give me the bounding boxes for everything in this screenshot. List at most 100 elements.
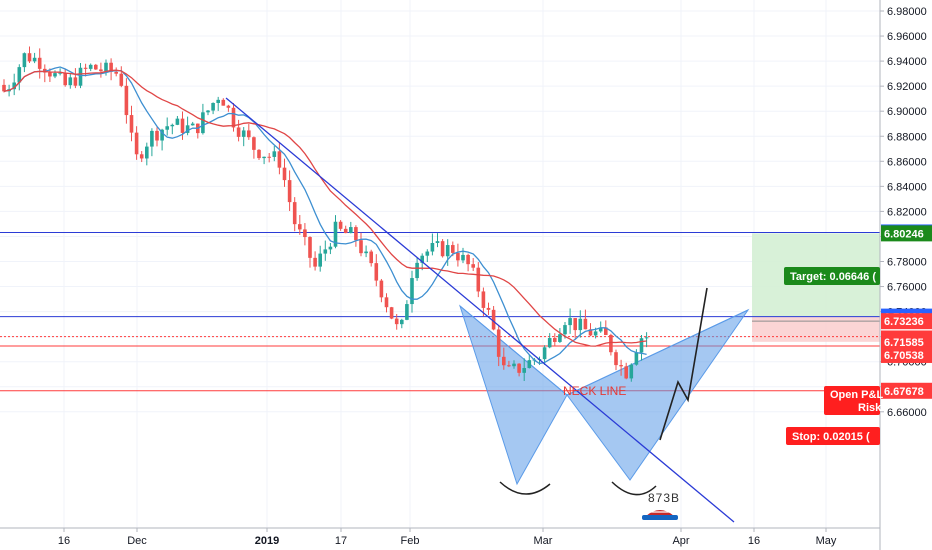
candle-body xyxy=(593,331,598,336)
price-tick-label: 6.96000 xyxy=(887,31,927,43)
price-tag-level xyxy=(881,346,932,363)
candle-body xyxy=(211,102,215,111)
candle-body xyxy=(206,110,210,113)
loss-zone xyxy=(752,316,880,342)
candle-body xyxy=(624,366,628,379)
candle-body xyxy=(134,132,139,155)
candle-body xyxy=(496,329,501,357)
candle-body xyxy=(27,53,32,62)
candle-body xyxy=(405,304,409,320)
candle-body xyxy=(578,318,583,331)
candle-body xyxy=(94,64,98,70)
candle-body xyxy=(507,365,511,367)
price-tick-label: 6.90000 xyxy=(887,106,927,118)
candle-body xyxy=(292,202,297,225)
candle-body xyxy=(12,82,16,90)
candle-body xyxy=(343,228,348,234)
candle-body xyxy=(440,241,445,257)
candle-body xyxy=(32,57,37,62)
price-tick-label: 6.92000 xyxy=(887,81,927,93)
candle-body xyxy=(425,251,430,256)
position-zones xyxy=(752,233,880,342)
candle-body xyxy=(476,267,481,292)
candle-body xyxy=(629,364,634,379)
candle-body xyxy=(517,363,521,373)
candle-body xyxy=(384,297,389,308)
logo-caption: 873B xyxy=(648,491,680,505)
price-tag-target xyxy=(881,225,932,242)
price-tick-label: 6.86000 xyxy=(887,156,927,168)
trend-drawings xyxy=(225,97,735,523)
candle-body xyxy=(22,53,27,68)
candle-body xyxy=(262,156,266,159)
moving-averages xyxy=(3,66,647,365)
candle-body xyxy=(221,99,226,106)
candle-body xyxy=(150,130,154,147)
price-tag-text-stop: 6.71585 xyxy=(884,337,924,349)
candle-body xyxy=(323,249,328,254)
open-pl-text: Open P&L xyxy=(830,389,883,401)
candle-body xyxy=(435,241,440,244)
candle-body xyxy=(129,115,134,133)
candle-body xyxy=(379,280,384,298)
chart-annotations: NECK LINE 873B xyxy=(563,384,680,520)
candle-body xyxy=(48,72,52,77)
candle-body xyxy=(553,338,557,342)
neck-line-label: NECK LINE xyxy=(563,384,626,398)
candle-body xyxy=(231,107,236,128)
price-axis[interactable]: 6.98000 6.96000 6.94000 6.92000 6.90000 6.880… xyxy=(879,0,932,550)
pattern-outline xyxy=(459,305,749,396)
candle-body xyxy=(190,123,195,126)
price-tag-text-entry: 6.73236 xyxy=(884,316,924,328)
price-tag-text-target: 6.80246 xyxy=(884,228,924,240)
time-tick-label: 2019 xyxy=(255,535,279,547)
time-tick-label: May xyxy=(816,535,837,547)
candle-body xyxy=(257,149,261,159)
candle-body xyxy=(349,227,353,234)
candle-body xyxy=(68,77,73,86)
candle-body xyxy=(78,67,83,86)
candle-body xyxy=(522,368,526,373)
candle-body xyxy=(241,130,246,137)
candle-body xyxy=(201,112,205,134)
candle-body xyxy=(165,126,169,130)
candle-body xyxy=(430,243,435,252)
candle-body xyxy=(287,180,292,203)
candle-body xyxy=(145,146,149,159)
candle-body xyxy=(598,327,603,332)
candle-body xyxy=(43,68,47,73)
candle-body xyxy=(451,245,455,253)
candle-body xyxy=(298,224,302,230)
candle-body xyxy=(558,334,562,342)
candle-body xyxy=(338,221,343,229)
candle-body xyxy=(563,325,567,335)
candle-body xyxy=(547,338,552,348)
candle-body xyxy=(73,77,78,86)
candle-body xyxy=(481,291,486,308)
candle-body xyxy=(359,240,363,254)
candle-body xyxy=(119,73,124,86)
candle-body xyxy=(247,130,251,138)
candle-body xyxy=(333,221,338,247)
candle-body xyxy=(53,73,57,77)
candle-body xyxy=(502,356,506,366)
candle-body xyxy=(226,105,231,108)
left-shoulder-arc xyxy=(499,481,551,495)
time-tick-label: 17 xyxy=(335,535,347,547)
candle-body xyxy=(400,319,404,325)
candle-body xyxy=(456,252,460,261)
candle-body xyxy=(37,57,42,69)
hat-logo-icon: 873B xyxy=(642,491,680,520)
downtrend-line xyxy=(225,97,735,523)
projection-path xyxy=(659,287,708,441)
price-tick-label: 6.94000 xyxy=(887,56,927,68)
candle-body xyxy=(614,352,618,366)
candle-body xyxy=(471,264,475,268)
time-axis[interactable]: 16 Dec 2019 17 Feb Mar Apr 16 May xyxy=(0,527,880,547)
candle-body xyxy=(542,347,547,360)
time-tick-label: Dec xyxy=(127,535,147,547)
price-tick-label: 6.82000 xyxy=(887,206,927,218)
candle-body xyxy=(236,127,241,137)
stop-label: Stop: 0.02015 ( xyxy=(786,427,880,445)
